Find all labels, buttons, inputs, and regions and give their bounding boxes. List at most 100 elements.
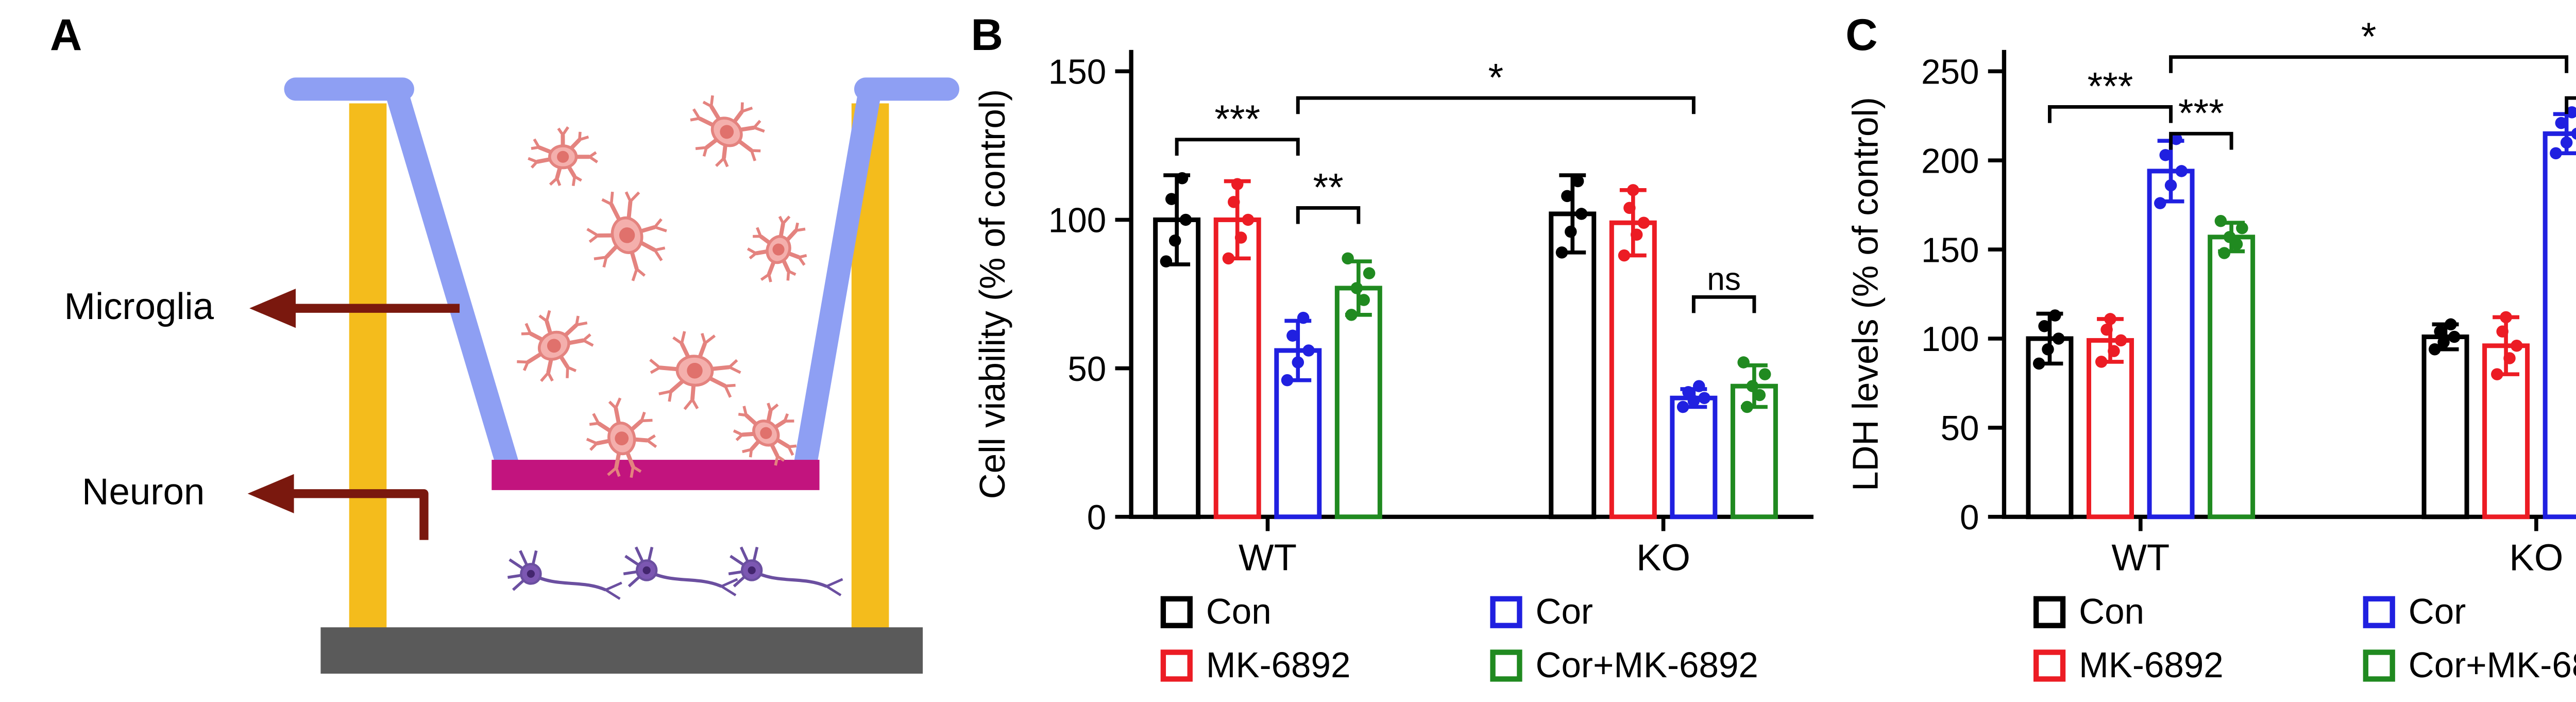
microglia-branch (750, 150, 757, 161)
data-point (1623, 202, 1636, 214)
cell-viability-chart: 0 50 100 150 Cell viability (% of control) WT… (972, 49, 1814, 685)
data-point (2496, 325, 2509, 338)
microglia-branch (631, 269, 638, 281)
microglia-branch (767, 274, 772, 282)
microglia-branch (672, 336, 683, 345)
y-tick-label: 0 (1087, 498, 1107, 537)
data-point (1350, 282, 1363, 294)
microglia-branch (528, 157, 538, 163)
data-point (1698, 392, 1710, 404)
neuron-axon-terminal (826, 578, 843, 596)
data-point (1160, 255, 1173, 268)
data-point (2445, 318, 2457, 331)
bar-KO-MK-6892 (1609, 220, 1657, 520)
microglia-branch (788, 270, 796, 276)
microglia-branch (653, 218, 663, 228)
data-point (1630, 228, 1643, 241)
legend-swatch-Cor+MK-6892 (2363, 649, 2395, 682)
microglia-branch (799, 254, 807, 259)
neuron-axon (646, 569, 722, 588)
data-point (2500, 311, 2512, 324)
microglia-branch (601, 198, 612, 206)
microglia-cell (586, 397, 657, 478)
data-point (1753, 389, 1766, 402)
data-point (2218, 247, 2231, 259)
bar-WT-Cor+MK-6892 (2208, 235, 2256, 520)
data-point (1242, 213, 1255, 226)
data-point (1571, 175, 1584, 188)
neuron-nucleus (527, 570, 535, 578)
microglia-branch (567, 365, 577, 373)
microglia-branch (632, 465, 642, 473)
data-point (1165, 193, 1178, 205)
microglia-branch (602, 257, 608, 268)
data-point (2503, 352, 2516, 364)
microglia-branch (683, 398, 694, 410)
data-point (2104, 313, 2116, 325)
bar-WT-MK-6892 (1213, 217, 1261, 520)
data-point (2448, 330, 2461, 343)
microglia-branch (640, 411, 646, 422)
microglia-branch (691, 398, 699, 409)
microglia-arrow-head (249, 289, 296, 328)
microglia-branch (738, 412, 747, 417)
data-point (1758, 368, 1771, 380)
data-point (1555, 246, 1568, 259)
microglia-branch (760, 273, 770, 281)
data-point (2100, 323, 2113, 336)
y-tick-label: 0 (1960, 498, 1979, 537)
insert-wall-left (385, 82, 519, 477)
microglia-branch (715, 157, 725, 167)
microglia-branch (549, 177, 558, 186)
microglia-branch (776, 455, 785, 462)
sig-label: * (1488, 56, 1504, 99)
microglia-branch (649, 358, 661, 369)
microglia-branch (641, 419, 653, 423)
sig-bracket (1175, 138, 1300, 156)
panel-label-c: C (1845, 10, 1878, 61)
data-point (2032, 357, 2045, 370)
data-point (1627, 184, 1639, 196)
microglia-branch (668, 391, 673, 402)
microglia-branch (588, 155, 598, 163)
y-axis-title: LDH levels (% of control) (1845, 97, 1885, 491)
y-tick-label: 50 (1941, 409, 1979, 448)
microglia-branch (538, 314, 548, 323)
sig-bracket (2565, 96, 2576, 114)
microglia-branch (747, 247, 757, 255)
x-category-label: KO (1636, 537, 1690, 578)
data-point (1302, 344, 1315, 357)
data-point (2042, 343, 2054, 356)
microglia-cell (649, 331, 741, 410)
microglia-branch (629, 191, 640, 203)
microglia-branch (753, 120, 761, 129)
sig-bracket (2169, 55, 2569, 73)
microglia-cell (747, 215, 807, 282)
data-point (1565, 225, 1577, 238)
microglia-nucleus (557, 151, 569, 163)
data-point (1637, 216, 1650, 229)
microglia-branch (724, 385, 732, 398)
microglia-branch (767, 403, 772, 411)
microglia-branch (753, 235, 761, 238)
legend-swatch-MK-6892 (2033, 649, 2066, 682)
microglia-branch (636, 268, 646, 277)
data-point (2159, 149, 2172, 161)
data-point (1741, 400, 1753, 413)
microglia-branch (531, 146, 539, 150)
microglia-branch (795, 227, 806, 232)
microglia-branch (785, 420, 794, 423)
microglia-nucleus (619, 227, 635, 243)
data-point (1297, 311, 1310, 324)
bar-WT-Cor+MK-6892 (1334, 286, 1382, 520)
microglia-branch (533, 138, 540, 148)
legend-label: Con (1206, 591, 1272, 631)
data-point (1234, 231, 1247, 244)
legend-label: Cor (1536, 591, 1593, 631)
data-point (1231, 178, 1244, 191)
neuron-nucleus (748, 566, 756, 575)
y-tick-label: 100 (1048, 202, 1106, 240)
microglia-branch (582, 333, 591, 342)
data-point (2437, 336, 2450, 348)
